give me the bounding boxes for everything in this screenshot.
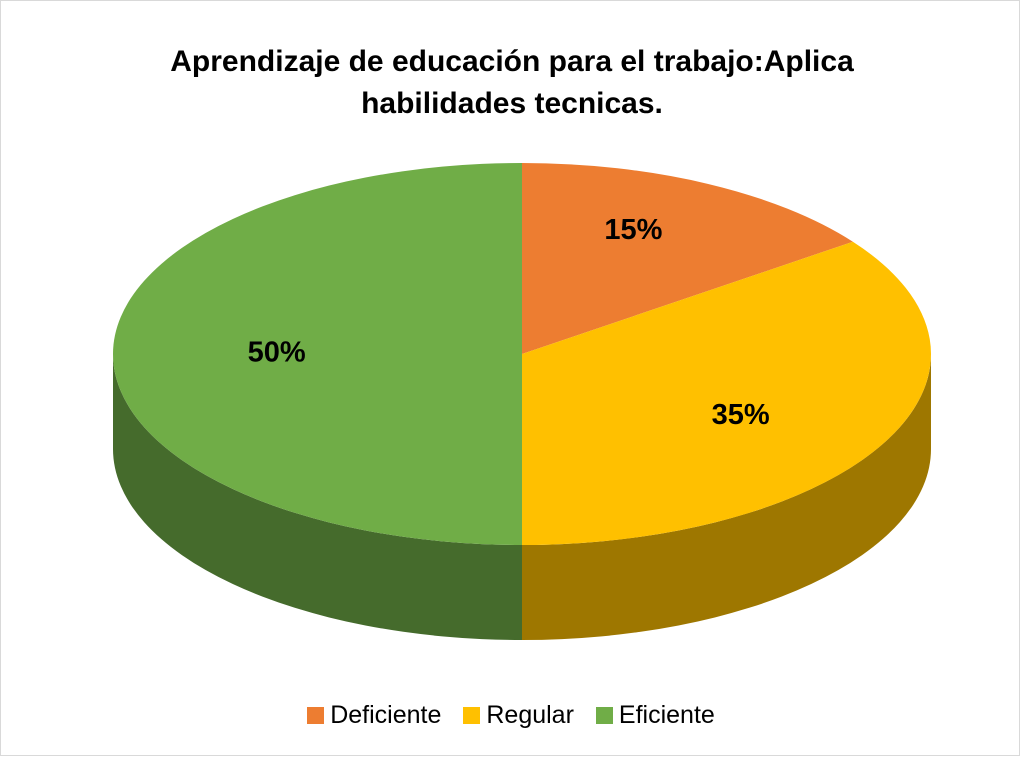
slice	[113, 163, 522, 545]
data-label: 35%	[712, 399, 770, 431]
chart-title: Aprendizaje de educación para el trabajo…	[170, 45, 854, 120]
data-label: 50%	[248, 337, 306, 369]
legend-swatch	[463, 707, 481, 724]
legend-label: Deficiente	[330, 701, 442, 729]
slice-side	[113, 354, 522, 640]
legend-label: Regular	[486, 701, 574, 729]
legend-swatch	[307, 707, 325, 724]
legend-label: Eficiente	[618, 701, 715, 729]
legend-item: Eficiente	[595, 701, 715, 730]
slice	[522, 163, 853, 354]
legend-swatch	[595, 707, 613, 724]
slice	[522, 241, 931, 545]
legend-item: Regular	[463, 701, 574, 730]
slice-side	[522, 354, 931, 640]
data-label: 15%	[604, 214, 662, 246]
legend: Deficiente Regular Eficiente	[1, 701, 1021, 730]
legend-item: Deficiente	[307, 701, 441, 730]
